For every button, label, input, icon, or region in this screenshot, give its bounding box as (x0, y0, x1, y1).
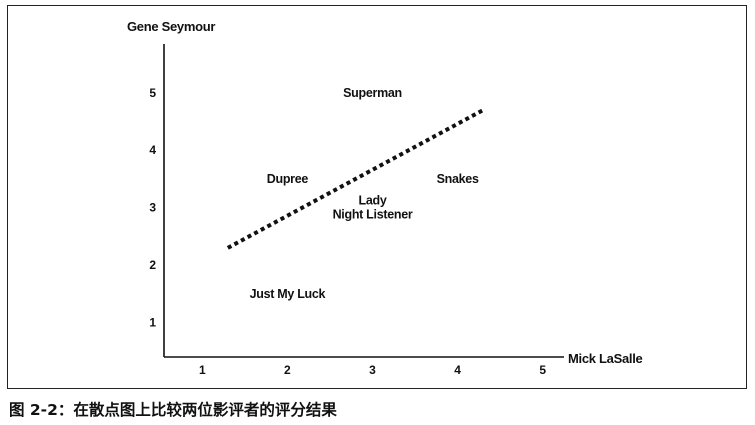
axes (163, 44, 564, 358)
data-point-label: Dupree (267, 172, 309, 186)
trend-line (226, 108, 485, 250)
data-point-label: Superman (343, 86, 402, 100)
y-tick-label: 1 (149, 316, 156, 330)
y-tick-label: 5 (149, 86, 156, 100)
y-tick-labels: 1 2 3 4 5 (149, 86, 156, 330)
data-point-label: Lady Night Listener (333, 194, 413, 222)
x-tick-labels: 1 2 3 4 5 (199, 363, 546, 377)
figure-frame: Gene Seymour Mick LaSalle 1 2 3 4 5 1 2 3 4 5 Su… (7, 5, 747, 389)
y-tick-label: 3 (149, 201, 156, 215)
x-tick-label: 2 (284, 363, 291, 377)
x-tick-label: 3 (369, 363, 376, 377)
y-tick-label: 4 (149, 143, 156, 157)
x-tick-label: 1 (199, 363, 206, 377)
scatter-chart: Gene Seymour Mick LaSalle 1 2 3 4 5 1 2 3 4 5 Su… (127, 19, 643, 377)
data-point-label: Just My Luck (250, 287, 326, 301)
y-axis-title: Gene Seymour (127, 19, 215, 34)
y-tick-label: 2 (149, 258, 156, 272)
data-point-labels: Superman Dupree Snakes Lady Night Listener Ju… (250, 86, 480, 301)
x-tick-label: 5 (539, 363, 546, 377)
data-point-label: Snakes (437, 172, 479, 186)
x-tick-label: 4 (454, 363, 461, 377)
figure-caption: 图 2-2：在散点图上比较两位影评者的评分结果 (9, 401, 337, 419)
x-axis-title: Mick LaSalle (568, 351, 643, 366)
